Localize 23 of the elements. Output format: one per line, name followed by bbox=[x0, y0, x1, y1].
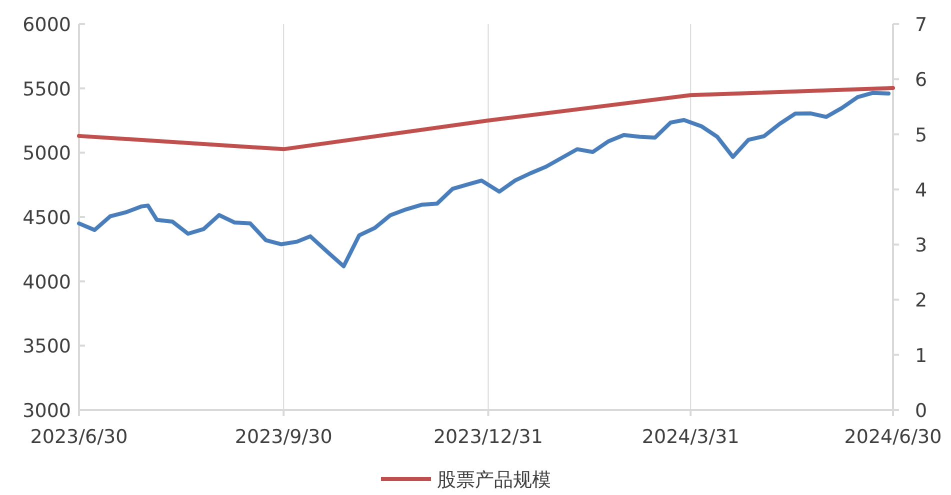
y-tick-label: 5000 bbox=[22, 142, 71, 165]
y-tick-label: 4500 bbox=[22, 207, 71, 229]
line-series bbox=[77, 86, 895, 152]
x-tick-label: 2023/9/30 bbox=[234, 426, 332, 448]
y2-tick-label: 3 bbox=[914, 234, 928, 257]
y-tick-label: 6000 bbox=[22, 14, 71, 36]
y2-tick-label: 2 bbox=[914, 290, 928, 312]
x-tick-label: 2024/6/30 bbox=[844, 426, 942, 448]
y2-tick-label: 7 bbox=[914, 14, 928, 36]
y2-tick-label: 5 bbox=[914, 124, 928, 146]
y-tick-label: 3000 bbox=[22, 400, 71, 422]
legend-label: 股票产品规模 bbox=[437, 469, 551, 491]
y-tick-label: 4000 bbox=[22, 271, 71, 294]
y-tick-label: 5500 bbox=[22, 78, 71, 100]
x-tick-label: 2023/6/30 bbox=[30, 426, 128, 448]
x-tick-label: 2024/3/31 bbox=[642, 426, 740, 448]
x-tick-label: 2023/12/31 bbox=[433, 426, 543, 448]
y2-tick-label: 0 bbox=[914, 400, 928, 422]
line-series bbox=[77, 90, 891, 268]
y2-tick-label: 6 bbox=[914, 69, 928, 92]
y2-tick-label: 4 bbox=[914, 179, 928, 202]
y-tick-label: 3500 bbox=[22, 336, 71, 358]
y2-tick-label: 1 bbox=[914, 344, 928, 367]
